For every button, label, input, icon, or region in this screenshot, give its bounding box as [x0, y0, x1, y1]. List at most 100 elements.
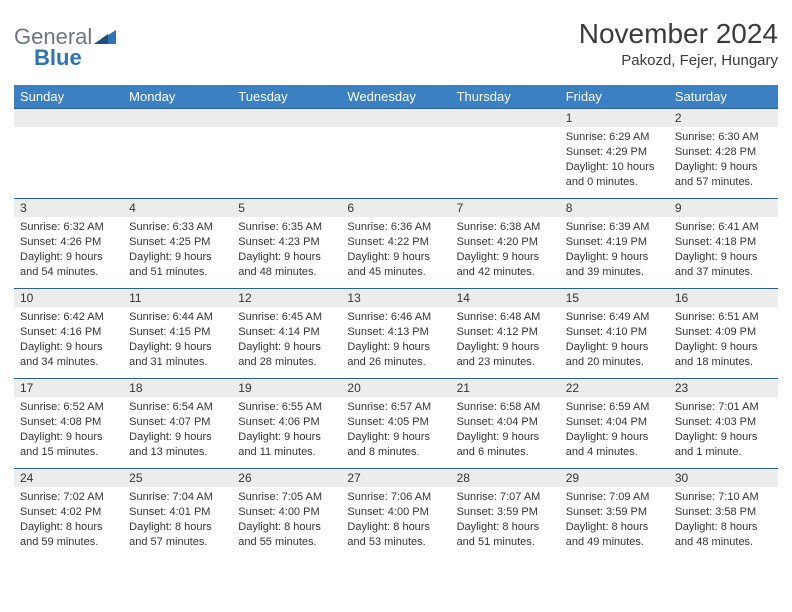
sunset-text: Sunset: 4:19 PM	[566, 235, 663, 250]
daylight-text: Daylight: 9 hours and 1 minute.	[675, 430, 772, 460]
sunrise-text: Sunrise: 6:38 AM	[457, 220, 554, 235]
sunset-text: Sunset: 4:05 PM	[347, 415, 444, 430]
day-number: 14	[451, 289, 560, 307]
daylight-text: Daylight: 9 hours and 4 minutes.	[566, 430, 663, 460]
day-content: Sunrise: 7:04 AMSunset: 4:01 PMDaylight:…	[123, 487, 232, 553]
daylight-text: Daylight: 9 hours and 45 minutes.	[347, 250, 444, 280]
day-number: 19	[232, 379, 341, 397]
day-number: 22	[560, 379, 669, 397]
sunset-text: Sunset: 4:28 PM	[675, 145, 772, 160]
sunrise-text: Sunrise: 6:46 AM	[347, 310, 444, 325]
sunrise-text: Sunrise: 6:29 AM	[566, 130, 663, 145]
sunset-text: Sunset: 4:00 PM	[347, 505, 444, 520]
brand-part2: Blue	[34, 45, 82, 70]
calendar-cell	[451, 109, 560, 199]
day-content: Sunrise: 6:59 AMSunset: 4:04 PMDaylight:…	[560, 397, 669, 463]
daylight-text: Daylight: 8 hours and 53 minutes.	[347, 520, 444, 550]
sunrise-text: Sunrise: 6:51 AM	[675, 310, 772, 325]
sunset-text: Sunset: 4:09 PM	[675, 325, 772, 340]
sunset-text: Sunset: 3:59 PM	[566, 505, 663, 520]
calendar-cell: 29Sunrise: 7:09 AMSunset: 3:59 PMDayligh…	[560, 469, 669, 559]
daylight-text: Daylight: 9 hours and 37 minutes.	[675, 250, 772, 280]
sunset-text: Sunset: 4:14 PM	[238, 325, 335, 340]
daylight-text: Daylight: 8 hours and 57 minutes.	[129, 520, 226, 550]
daylight-text: Daylight: 9 hours and 48 minutes.	[238, 250, 335, 280]
day-number: 18	[123, 379, 232, 397]
sunrise-text: Sunrise: 7:04 AM	[129, 490, 226, 505]
location-text: Pakozd, Fejer, Hungary	[579, 52, 778, 69]
day-content: Sunrise: 7:02 AMSunset: 4:02 PMDaylight:…	[14, 487, 123, 553]
day-content: Sunrise: 6:49 AMSunset: 4:10 PMDaylight:…	[560, 307, 669, 373]
daylight-text: Daylight: 9 hours and 26 minutes.	[347, 340, 444, 370]
day-number: 24	[14, 469, 123, 487]
calendar-cell: 4Sunrise: 6:33 AMSunset: 4:25 PMDaylight…	[123, 199, 232, 289]
dayhead-tue: Tuesday	[232, 85, 341, 109]
sunrise-text: Sunrise: 6:36 AM	[347, 220, 444, 235]
calendar-head: Sunday Monday Tuesday Wednesday Thursday…	[14, 85, 778, 109]
calendar-cell: 24Sunrise: 7:02 AMSunset: 4:02 PMDayligh…	[14, 469, 123, 559]
day-number: 26	[232, 469, 341, 487]
day-content: Sunrise: 6:55 AMSunset: 4:06 PMDaylight:…	[232, 397, 341, 463]
sunrise-text: Sunrise: 6:41 AM	[675, 220, 772, 235]
calendar-cell: 26Sunrise: 7:05 AMSunset: 4:00 PMDayligh…	[232, 469, 341, 559]
day-number: 21	[451, 379, 560, 397]
sunrise-text: Sunrise: 7:07 AM	[457, 490, 554, 505]
calendar-cell: 20Sunrise: 6:57 AMSunset: 4:05 PMDayligh…	[341, 379, 450, 469]
day-content: Sunrise: 6:42 AMSunset: 4:16 PMDaylight:…	[14, 307, 123, 373]
calendar-cell: 8Sunrise: 6:39 AMSunset: 4:19 PMDaylight…	[560, 199, 669, 289]
day-content: Sunrise: 6:54 AMSunset: 4:07 PMDaylight:…	[123, 397, 232, 463]
day-content	[123, 127, 232, 187]
calendar-cell: 28Sunrise: 7:07 AMSunset: 3:59 PMDayligh…	[451, 469, 560, 559]
calendar-cell: 10Sunrise: 6:42 AMSunset: 4:16 PMDayligh…	[14, 289, 123, 379]
calendar-cell: 5Sunrise: 6:35 AMSunset: 4:23 PMDaylight…	[232, 199, 341, 289]
day-number: 12	[232, 289, 341, 307]
day-content: Sunrise: 6:41 AMSunset: 4:18 PMDaylight:…	[669, 217, 778, 283]
sunset-text: Sunset: 4:29 PM	[566, 145, 663, 160]
calendar-cell: 9Sunrise: 6:41 AMSunset: 4:18 PMDaylight…	[669, 199, 778, 289]
day-number: 13	[341, 289, 450, 307]
day-content: Sunrise: 6:46 AMSunset: 4:13 PMDaylight:…	[341, 307, 450, 373]
sunrise-text: Sunrise: 6:35 AM	[238, 220, 335, 235]
day-number: 10	[14, 289, 123, 307]
day-content	[341, 127, 450, 187]
day-number: 28	[451, 469, 560, 487]
sunset-text: Sunset: 4:01 PM	[129, 505, 226, 520]
daylight-text: Daylight: 9 hours and 8 minutes.	[347, 430, 444, 460]
sunset-text: Sunset: 4:23 PM	[238, 235, 335, 250]
calendar-table: Sunday Monday Tuesday Wednesday Thursday…	[14, 85, 778, 559]
calendar-cell: 3Sunrise: 6:32 AMSunset: 4:26 PMDaylight…	[14, 199, 123, 289]
calendar-cell	[123, 109, 232, 199]
calendar-cell: 18Sunrise: 6:54 AMSunset: 4:07 PMDayligh…	[123, 379, 232, 469]
calendar-cell: 12Sunrise: 6:45 AMSunset: 4:14 PMDayligh…	[232, 289, 341, 379]
calendar-cell: 27Sunrise: 7:06 AMSunset: 4:00 PMDayligh…	[341, 469, 450, 559]
day-content: Sunrise: 7:06 AMSunset: 4:00 PMDaylight:…	[341, 487, 450, 553]
calendar-cell	[341, 109, 450, 199]
sunrise-text: Sunrise: 6:45 AM	[238, 310, 335, 325]
day-content	[451, 127, 560, 187]
sunrise-text: Sunrise: 6:52 AM	[20, 400, 117, 415]
day-number	[123, 109, 232, 127]
sunrise-text: Sunrise: 6:42 AM	[20, 310, 117, 325]
day-number: 20	[341, 379, 450, 397]
sunset-text: Sunset: 4:07 PM	[129, 415, 226, 430]
daylight-text: Daylight: 9 hours and 34 minutes.	[20, 340, 117, 370]
day-content: Sunrise: 6:48 AMSunset: 4:12 PMDaylight:…	[451, 307, 560, 373]
brand-triangle-icon	[94, 28, 116, 49]
calendar-row: 10Sunrise: 6:42 AMSunset: 4:16 PMDayligh…	[14, 289, 778, 379]
day-number: 1	[560, 109, 669, 127]
day-number: 15	[560, 289, 669, 307]
daylight-text: Daylight: 8 hours and 49 minutes.	[566, 520, 663, 550]
day-content: Sunrise: 6:32 AMSunset: 4:26 PMDaylight:…	[14, 217, 123, 283]
sunrise-text: Sunrise: 6:30 AM	[675, 130, 772, 145]
calendar-cell: 6Sunrise: 6:36 AMSunset: 4:22 PMDaylight…	[341, 199, 450, 289]
sunset-text: Sunset: 4:13 PM	[347, 325, 444, 340]
sunrise-text: Sunrise: 6:48 AM	[457, 310, 554, 325]
day-number: 25	[123, 469, 232, 487]
day-content	[232, 127, 341, 187]
calendar-cell: 16Sunrise: 6:51 AMSunset: 4:09 PMDayligh…	[669, 289, 778, 379]
day-number: 2	[669, 109, 778, 127]
dayhead-thu: Thursday	[451, 85, 560, 109]
calendar-cell: 11Sunrise: 6:44 AMSunset: 4:15 PMDayligh…	[123, 289, 232, 379]
sunrise-text: Sunrise: 6:54 AM	[129, 400, 226, 415]
sunrise-text: Sunrise: 7:02 AM	[20, 490, 117, 505]
